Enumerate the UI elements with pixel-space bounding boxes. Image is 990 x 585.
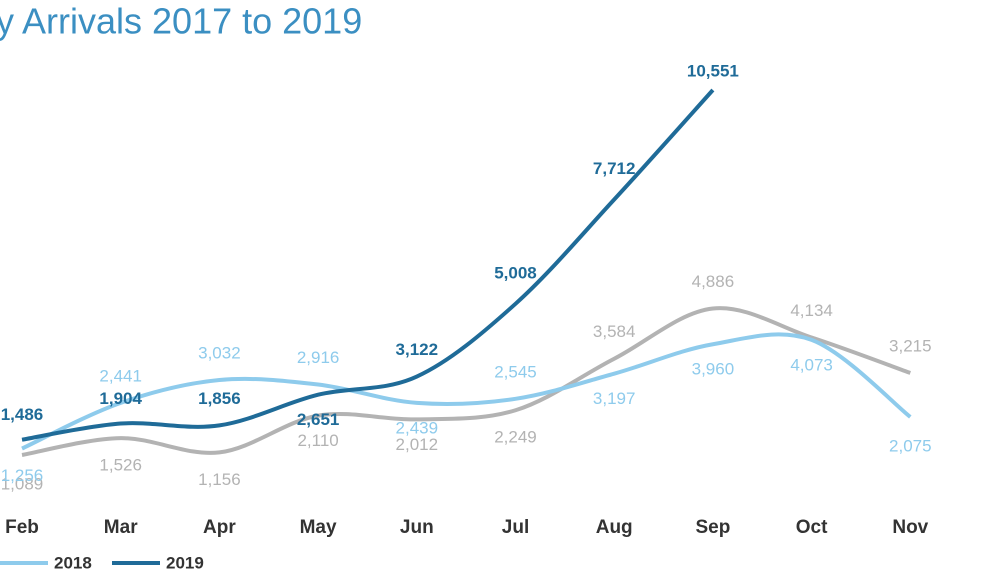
- data-label: 2,916: [297, 348, 340, 367]
- data-label: 10,551: [687, 61, 739, 80]
- x-tick-label: Nov: [892, 517, 928, 538]
- data-label: 5,008: [494, 263, 537, 282]
- data-label: 2,075: [889, 436, 932, 455]
- data-label: 1,156: [198, 470, 241, 489]
- data-label: 2,110: [297, 431, 338, 450]
- x-tick-label: Jul: [502, 517, 529, 538]
- data-label: 4,134: [790, 301, 833, 320]
- data-label: 3,122: [396, 340, 439, 359]
- data-label: 2,439: [396, 418, 439, 437]
- data-label: 1,089: [1, 474, 44, 493]
- data-label: 2,651: [297, 410, 340, 429]
- x-tick-label: Sep: [695, 517, 730, 538]
- series-line: [21, 306, 911, 457]
- data-label: 4,073: [790, 355, 833, 374]
- x-tick-label: Oct: [796, 517, 828, 538]
- legend-label: 2019: [166, 553, 204, 572]
- data-label: 3,197: [593, 389, 636, 408]
- x-tick-label: May: [300, 517, 337, 538]
- data-label: 1,904: [99, 389, 142, 408]
- x-tick-label: Jun: [400, 517, 434, 538]
- data-label: 2,545: [494, 362, 537, 381]
- data-label: 7,712: [593, 159, 636, 178]
- data-label: 3,215: [889, 336, 932, 355]
- data-label: 1,256: [1, 466, 44, 485]
- data-label: 1,486: [1, 405, 44, 424]
- data-label: 2,441: [99, 366, 142, 385]
- chart-title: y Arrivals 2017 to 2019: [0, 1, 362, 42]
- x-tick-label: Aug: [596, 517, 633, 538]
- data-label: 1,856: [198, 389, 241, 408]
- x-tick-label: Mar: [104, 517, 138, 538]
- legend-label: 2018: [54, 553, 92, 572]
- data-label: 4,886: [692, 272, 735, 291]
- data-label: 2,249: [494, 428, 537, 447]
- data-label: 3,032: [198, 344, 241, 363]
- x-tick-label: Apr: [203, 517, 236, 538]
- data-label: 2,012: [396, 435, 439, 454]
- x-tick-label: Feb: [5, 517, 39, 538]
- data-label: 3,584: [593, 322, 636, 341]
- series-line: [21, 88, 715, 442]
- series-line: [21, 332, 912, 451]
- data-label: 3,960: [692, 360, 735, 379]
- data-label: 1,526: [99, 456, 142, 475]
